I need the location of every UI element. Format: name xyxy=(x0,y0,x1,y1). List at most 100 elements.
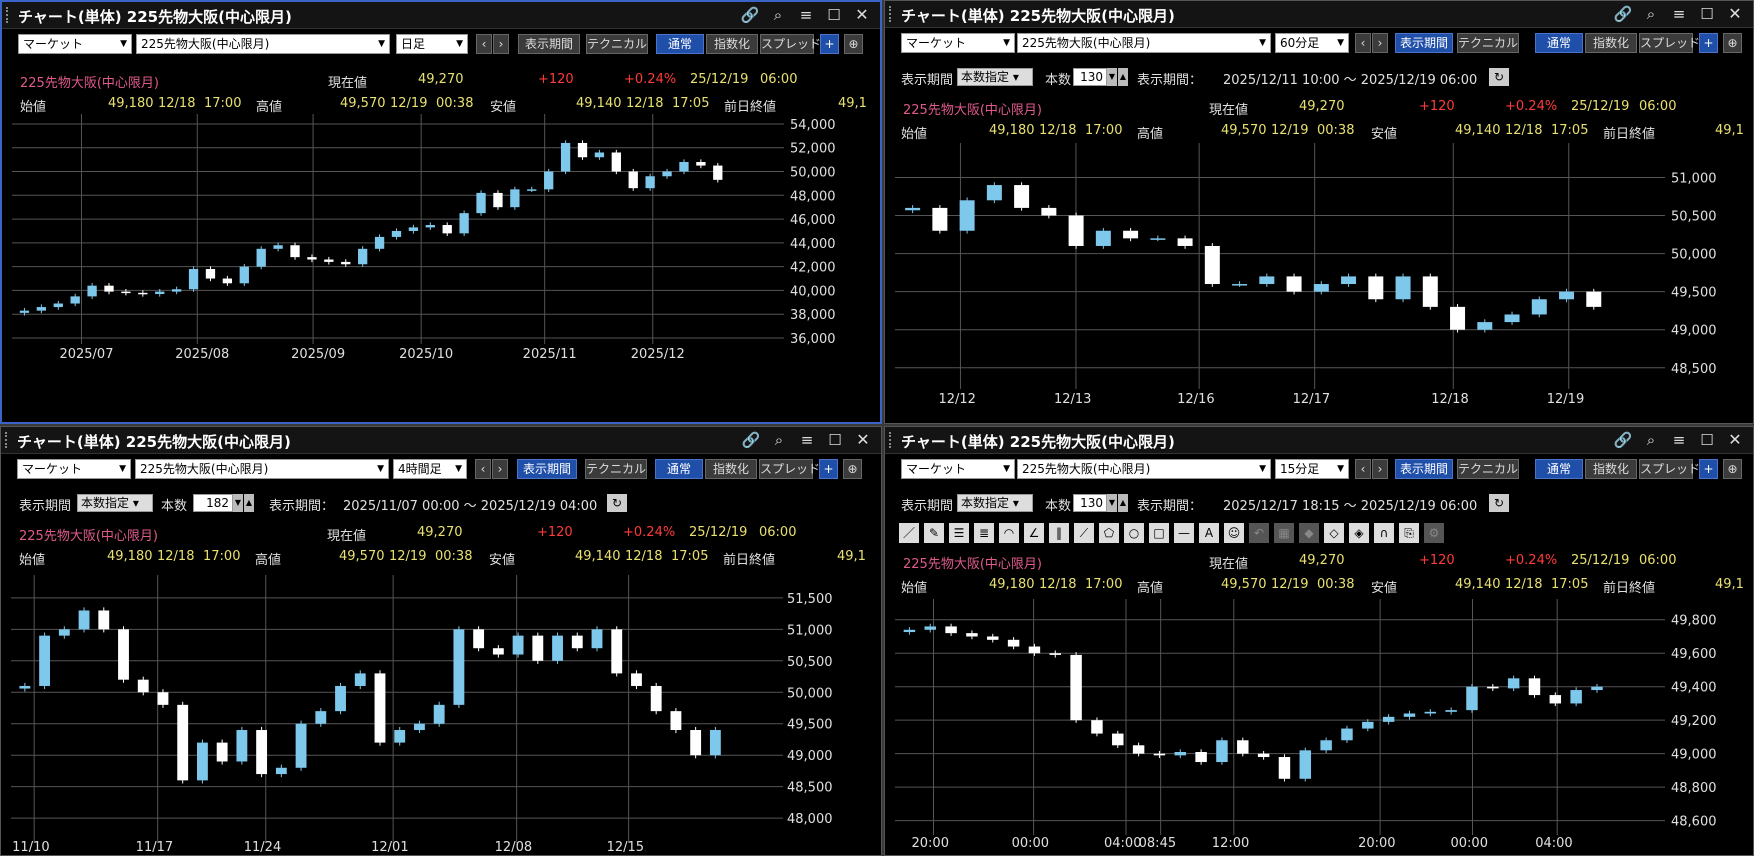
search-icon[interactable]: ⌕ xyxy=(1646,431,1656,449)
count-up-icon[interactable]: ▲ xyxy=(244,494,254,512)
technical-button[interactable]: テクニカル xyxy=(1457,459,1519,479)
index-button[interactable]: 指数化 xyxy=(1585,459,1637,479)
spread-button[interactable]: スプレッド xyxy=(760,34,821,54)
vlines-tool-icon[interactable]: ‖ xyxy=(1049,523,1069,543)
timeframe-select[interactable]: 日足 ▼ xyxy=(396,34,468,54)
index-button[interactable]: 指数化 xyxy=(1585,33,1637,53)
next-button[interactable]: › xyxy=(1372,459,1388,479)
link-icon[interactable]: 🔗 xyxy=(1613,431,1633,449)
search-icon[interactable]: ⌕ xyxy=(774,431,784,449)
next-button[interactable]: › xyxy=(492,459,508,479)
next-button[interactable]: › xyxy=(1372,33,1388,53)
maximize-icon[interactable]: ☐ xyxy=(827,6,841,24)
drag-grip-icon[interactable] xyxy=(889,6,895,22)
display-period-button[interactable]: 表示期間 xyxy=(1395,33,1453,53)
title-bar[interactable]: チャート(単体) 225先物大阪(中心限月) 🔗 ⌕ ≡ ☐ ✕ xyxy=(1,427,881,454)
count-down-icon[interactable]: ▼ xyxy=(233,494,243,512)
circle-tool-icon[interactable]: ○ xyxy=(1124,523,1144,543)
refresh-icon[interactable]: ↻ xyxy=(607,494,627,512)
count-down-icon[interactable]: ▼ xyxy=(1107,494,1117,512)
arc-tool-icon[interactable]: ◠ xyxy=(999,523,1019,543)
maximize-icon[interactable]: ☐ xyxy=(828,431,842,449)
market-select[interactable]: マーケット ▼ xyxy=(18,34,132,54)
channel-tool-icon[interactable]: ≣ xyxy=(974,523,994,543)
prev-button[interactable]: ‹ xyxy=(1355,459,1371,479)
count-input[interactable]: 130 xyxy=(1073,68,1107,86)
fan-tool-icon[interactable]: ∠ xyxy=(1024,523,1044,543)
display-period-button[interactable]: 表示期間 xyxy=(518,34,580,54)
timeframe-select[interactable]: 15分足 ▼ xyxy=(1275,459,1349,479)
close-icon[interactable]: ✕ xyxy=(855,5,869,24)
icon-tool-icon[interactable]: ☺ xyxy=(1224,523,1244,543)
title-bar[interactable]: チャート(単体) 225先物大阪(中心限月) 🔗 ⌕ ≡ ☐ ✕ xyxy=(885,1,1753,28)
undo-tool-icon[interactable]: ↶ xyxy=(1249,523,1269,543)
candlestick-chart-daily[interactable]: 54,000 52,000 50,000 48,000 46,000 44,000 42,0… xyxy=(2,114,880,422)
prev-button[interactable]: ‹ xyxy=(475,459,491,479)
menu-icon[interactable]: ≡ xyxy=(1672,431,1686,449)
index-button[interactable]: 指数化 xyxy=(706,34,758,54)
count-mode-select[interactable]: 本数指定 ▾ xyxy=(957,68,1033,86)
symbol-select[interactable]: 225先物大阪(中心限月) ▼ xyxy=(135,459,389,479)
title-bar[interactable]: チャート(単体) 225先物大阪(中心限月) 🔗 ⌕ ≡ ☐ ✕ xyxy=(885,427,1753,454)
rectangle-tool-icon[interactable]: □ xyxy=(1149,523,1169,543)
index-button[interactable]: 指数化 xyxy=(705,459,757,479)
erase-tool-icon[interactable]: ◆ xyxy=(1299,523,1319,543)
refresh-icon[interactable]: ↻ xyxy=(1489,494,1509,512)
market-select[interactable]: マーケット ▼ xyxy=(17,459,131,479)
line-tool-icon[interactable]: ／ xyxy=(899,523,919,543)
plus-icon[interactable]: + xyxy=(1699,459,1718,479)
spread-button[interactable]: スプレッド xyxy=(759,459,820,479)
settings-tool-icon[interactable]: ⚙ xyxy=(1424,523,1444,543)
menu-icon[interactable]: ≡ xyxy=(1672,5,1686,23)
candlestick-chart-4h[interactable]: 51,500 51,000 50,500 50,000 49,500 49,000 48,5… xyxy=(1,567,879,853)
normal-button[interactable]: 通常 xyxy=(1535,33,1583,53)
search-icon[interactable]: ⌕ xyxy=(1646,5,1656,23)
plus-icon[interactable]: + xyxy=(1699,33,1718,53)
count-down-icon[interactable]: ▼ xyxy=(1107,68,1117,86)
pen-tool-icon[interactable]: ✎ xyxy=(924,523,944,543)
candlestick-chart-15min[interactable]: 49,800 49,600 49,400 49,200 49,000 48,800 48,6… xyxy=(885,595,1753,855)
normal-button[interactable]: 通常 xyxy=(655,459,703,479)
symbol-select[interactable]: 225先物大阪(中心限月) ▼ xyxy=(1017,33,1271,53)
normal-button[interactable]: 通常 xyxy=(656,34,704,54)
zoom-icon[interactable]: ⊕ xyxy=(843,459,862,479)
spread-button[interactable]: スプレッド xyxy=(1639,33,1700,53)
close-icon[interactable]: ✕ xyxy=(1728,4,1742,23)
hlines-tool-icon[interactable]: ☰ xyxy=(949,523,969,543)
count-input[interactable]: 130 xyxy=(1073,494,1107,512)
technical-button[interactable]: テクニカル xyxy=(586,34,648,54)
count-mode-select[interactable]: 本数指定 ▾ xyxy=(957,494,1033,512)
pentagon-tool-icon[interactable]: ⬠ xyxy=(1099,523,1119,543)
link-icon[interactable]: 🔗 xyxy=(741,431,761,449)
technical-button[interactable]: テクニカル xyxy=(1457,33,1519,53)
menu-icon[interactable]: ≡ xyxy=(799,6,813,24)
candlestick-chart-60min[interactable]: 51,000 50,500 50,000 49,500 49,000 48,500 12/1… xyxy=(885,141,1753,423)
menu-icon[interactable]: ≡ xyxy=(800,431,814,449)
gann-tool-icon[interactable]: ⟋ xyxy=(1074,523,1094,543)
market-select[interactable]: マーケット ▼ xyxy=(901,459,1015,479)
zoom-icon[interactable]: ⊕ xyxy=(844,34,863,54)
market-select[interactable]: マーケット ▼ xyxy=(901,33,1015,53)
maximize-icon[interactable]: ☐ xyxy=(1700,431,1714,449)
hline-tool-icon[interactable]: — xyxy=(1174,523,1194,543)
drag-grip-icon[interactable] xyxy=(889,432,895,448)
refresh-icon[interactable]: ↻ xyxy=(1489,68,1509,86)
count-mode-select[interactable]: 本数指定 ▾ xyxy=(77,494,153,512)
maximize-icon[interactable]: ☐ xyxy=(1700,5,1714,23)
plus-icon[interactable]: + xyxy=(819,459,838,479)
magnet-tool-icon[interactable]: ∩ xyxy=(1374,523,1394,543)
display-period-button[interactable]: 表示期間 xyxy=(1395,459,1453,479)
symbol-select[interactable]: 225先物大阪(中心限月) ▼ xyxy=(1017,459,1271,479)
copy-tool-icon[interactable]: ▦ xyxy=(1274,523,1294,543)
plus-icon[interactable]: + xyxy=(820,34,839,54)
drag-grip-icon[interactable] xyxy=(5,432,11,448)
count-input[interactable]: 182 xyxy=(193,494,233,512)
close-icon[interactable]: ✕ xyxy=(1728,430,1742,449)
eraser-tool-icon[interactable]: ◇ xyxy=(1324,523,1344,543)
technical-button[interactable]: テクニカル xyxy=(585,459,647,479)
close-icon[interactable]: ✕ xyxy=(856,430,870,449)
count-up-icon[interactable]: ▲ xyxy=(1118,494,1128,512)
symbol-select[interactable]: 225先物大阪(中心限月) ▼ xyxy=(136,34,390,54)
timeframe-select[interactable]: 4時間足 ▼ xyxy=(393,459,467,479)
prev-button[interactable]: ‹ xyxy=(1355,33,1371,53)
